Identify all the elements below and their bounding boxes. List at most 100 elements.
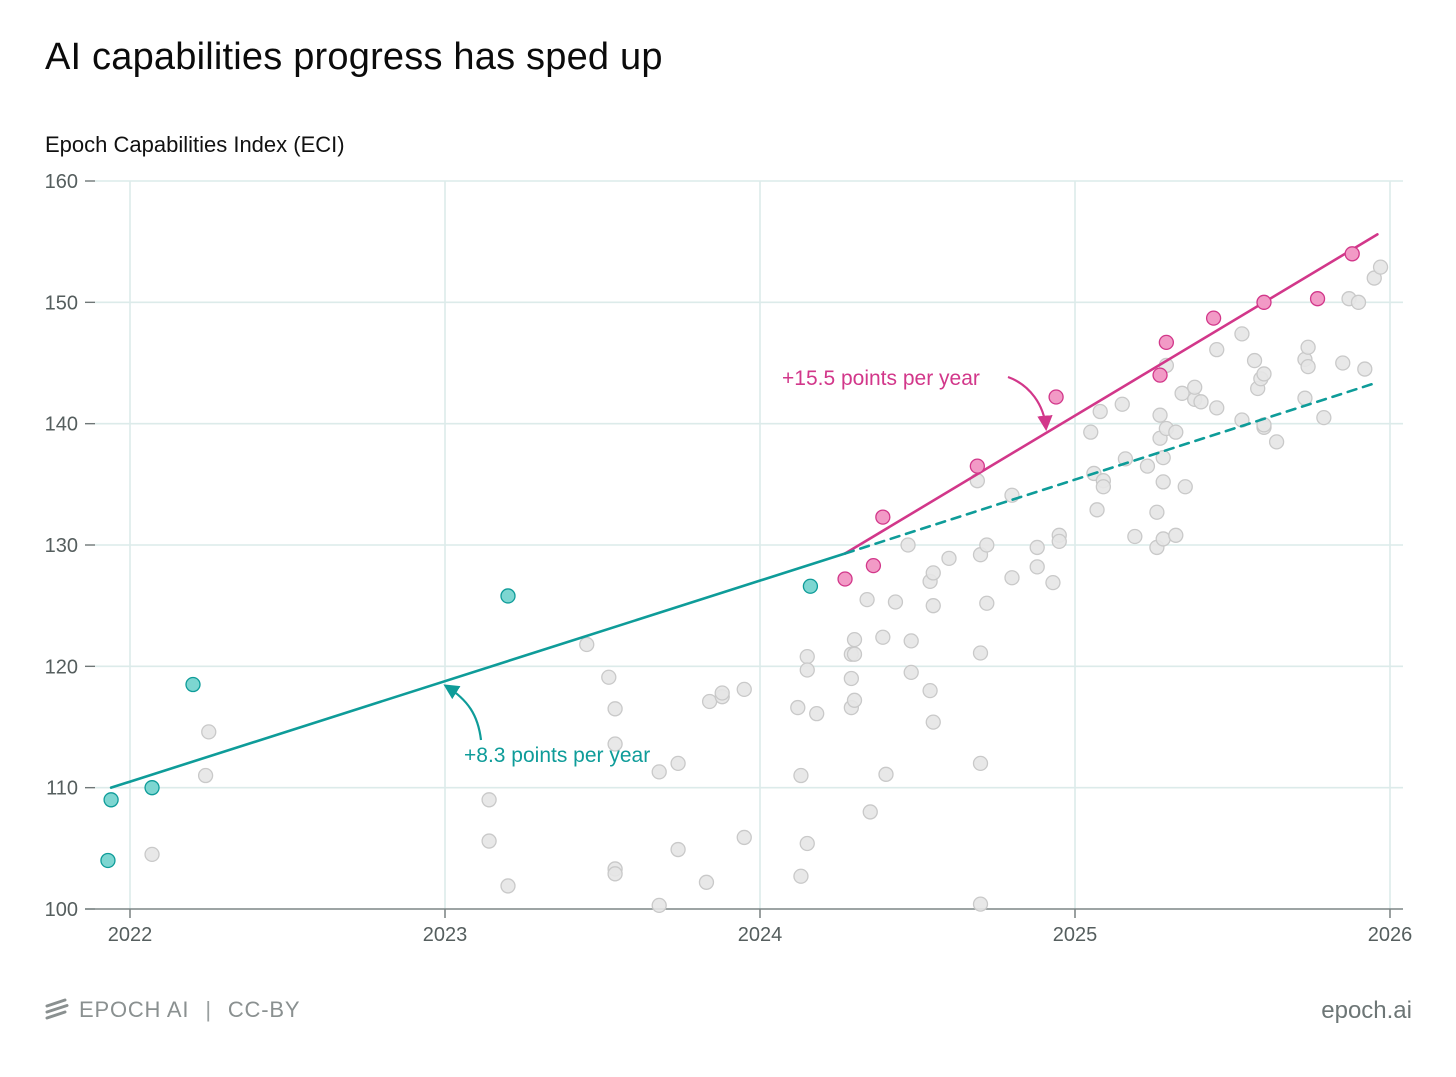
other-models-point	[651, 764, 667, 780]
other-models-point	[701, 693, 718, 710]
x-tick-label: 2023	[423, 924, 468, 946]
y-tick-label: 120	[45, 656, 78, 678]
other-models-point	[1155, 474, 1171, 490]
other-models-point	[670, 755, 686, 772]
y-tick-label: 150	[45, 292, 78, 314]
other-models-point	[878, 766, 894, 782]
frontier-recent-point	[969, 458, 985, 474]
frontier-early-point	[103, 792, 119, 808]
other-models-point	[736, 681, 752, 698]
frontier-recent-point	[1344, 246, 1360, 262]
other-models-point	[1335, 355, 1351, 371]
other-models-point	[1234, 326, 1250, 342]
other-models-point	[859, 591, 875, 608]
other-models-point	[1127, 528, 1143, 545]
other-models-points	[144, 259, 1389, 914]
other-models-point	[1168, 424, 1184, 440]
other-models-point	[799, 648, 815, 665]
frontier-early-point	[144, 780, 160, 796]
other-models-point	[1114, 396, 1130, 412]
other-models-point	[1029, 539, 1045, 556]
other-models-point	[1357, 361, 1373, 377]
other-models-point	[846, 646, 863, 662]
frontier-recent-point	[1158, 334, 1174, 351]
other-models-point	[862, 804, 878, 820]
other-models-point	[1152, 407, 1168, 423]
footer-brand-name: EPOCH AI	[79, 997, 190, 1022]
other-models-point	[197, 767, 214, 784]
other-models-point	[670, 841, 686, 858]
x-tick-label: 2025	[1053, 924, 1098, 946]
other-models-point	[1089, 502, 1105, 518]
other-models-point	[481, 833, 497, 849]
frontier-early-point	[802, 578, 819, 594]
other-models-point	[793, 767, 809, 784]
other-models-point	[809, 706, 825, 722]
frontier-recent-point	[1256, 294, 1272, 310]
other-models-point	[1004, 570, 1020, 586]
x-tick-label: 2026	[1368, 924, 1413, 946]
frontier-points	[100, 246, 1360, 869]
other-models-point	[607, 866, 623, 882]
frontier-recent-point	[1152, 367, 1168, 383]
other-models-point	[1083, 424, 1099, 440]
other-models-point	[903, 664, 919, 681]
other-models-point	[1155, 531, 1171, 547]
annotations: +8.3 points per year +15.5 points per ye…	[443, 367, 1053, 767]
early-trend-extension-line	[843, 381, 1379, 555]
other-models-point	[1045, 574, 1061, 591]
epoch-stripes-logo-icon	[45, 998, 69, 1020]
other-models-point	[1149, 504, 1165, 520]
other-models-point	[790, 699, 806, 716]
other-models-point	[1256, 366, 1272, 382]
annotation-arrow-early	[443, 684, 483, 741]
other-models-point	[1372, 259, 1389, 275]
frontier-early-point	[185, 676, 201, 693]
footer-brand: EPOCH AI | CC-BY	[45, 997, 300, 1023]
other-models-point	[500, 878, 516, 894]
other-models-point	[1187, 379, 1203, 395]
other-models-point	[972, 896, 989, 912]
other-models-point	[144, 846, 160, 863]
other-models-point	[799, 835, 815, 852]
other-models-point	[846, 692, 863, 708]
annotation-recent-trend: +15.5 points per year	[782, 367, 980, 390]
other-models-point	[1350, 294, 1367, 310]
x-tick-label: 2024	[738, 924, 783, 946]
other-models-point	[698, 874, 715, 890]
other-models-point	[979, 537, 995, 553]
other-models-point	[1168, 527, 1184, 543]
other-models-point	[1209, 342, 1225, 358]
other-models-point	[922, 682, 938, 699]
other-models-point	[607, 701, 623, 717]
other-models-point	[1174, 385, 1190, 401]
other-models-point	[651, 897, 667, 914]
other-models-point	[799, 662, 815, 678]
other-models-point	[903, 633, 919, 649]
annotation-arrow-recent	[1007, 375, 1053, 432]
other-models-point	[1155, 449, 1171, 466]
annotation-early-trend: +8.3 points per year	[464, 744, 650, 767]
y-tick-label: 110	[46, 778, 78, 800]
frontier-recent-point	[875, 509, 891, 525]
y-tick-label: 160	[45, 171, 78, 193]
other-models-point	[1300, 339, 1316, 355]
other-models-point	[972, 755, 989, 772]
frontier-recent-point	[837, 571, 853, 587]
other-models-point	[1139, 458, 1156, 474]
chart-title: AI capabilities progress has sped up	[45, 36, 663, 78]
footer-separator: |	[205, 997, 212, 1022]
other-models-point	[1300, 358, 1316, 375]
other-models-point	[925, 598, 941, 614]
other-models-point	[601, 669, 617, 685]
other-models-point	[1246, 352, 1263, 369]
other-models-point	[607, 736, 623, 752]
footer-license: CC-BY	[227, 997, 301, 1022]
other-models-point	[1193, 394, 1209, 410]
y-tick-label: 140	[45, 414, 78, 436]
other-models-point	[925, 565, 941, 581]
footer-url[interactable]: epoch.ai	[1321, 997, 1412, 1024]
y-axis-title: Epoch Capabilities Index (ECI)	[45, 132, 345, 157]
other-models-point	[579, 636, 595, 653]
other-models-point	[736, 829, 752, 846]
